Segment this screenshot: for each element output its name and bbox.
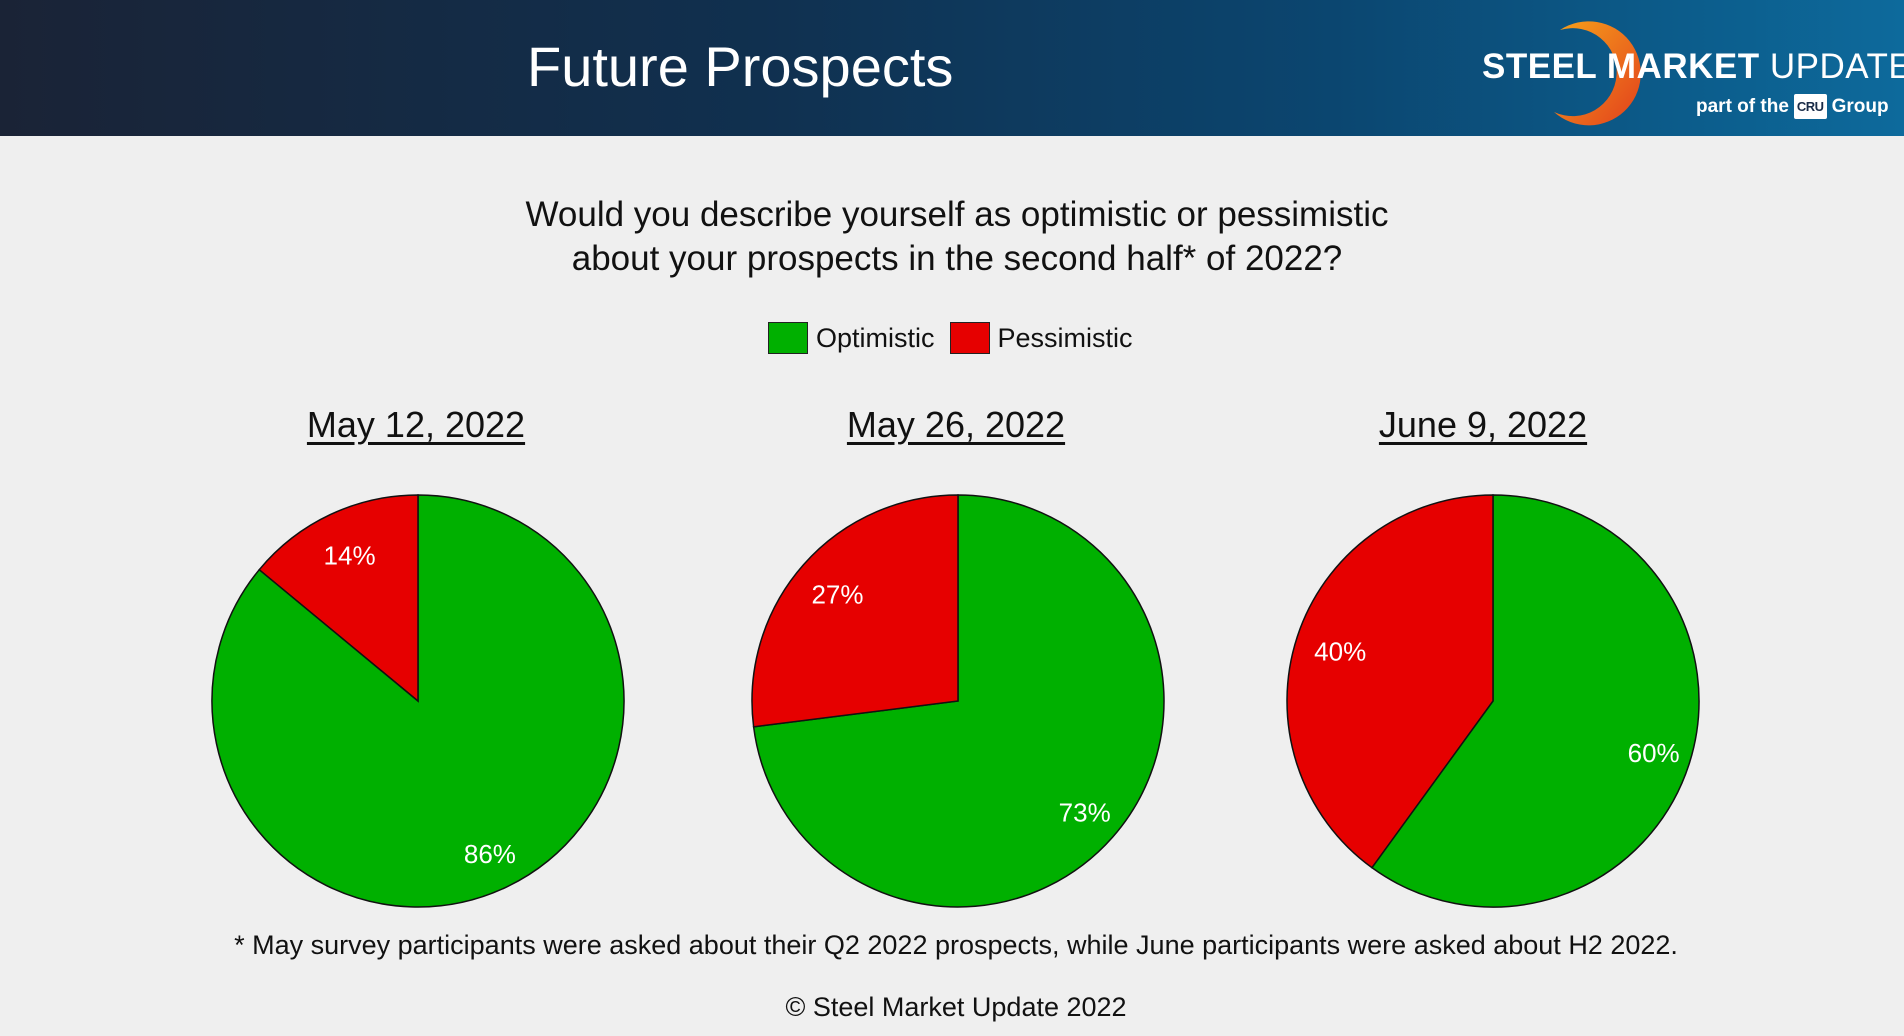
brand-sub-post: Group bbox=[1831, 95, 1889, 117]
legend-item-pessimistic: Pessimistic bbox=[949, 322, 1133, 354]
brand-arc-logo-icon bbox=[1554, 21, 1641, 126]
pie-2-slice-optimistic bbox=[752, 494, 1165, 908]
pie-1-slice-pessimistic bbox=[258, 494, 419, 703]
pie-1-label-pessimistic: 14% bbox=[324, 541, 376, 571]
pie-title-2: May 26, 2022 bbox=[846, 404, 1066, 445]
question-line-2: about your prospects in the second half*… bbox=[571, 239, 1343, 278]
brand-sub-pre: part of the bbox=[1696, 95, 1789, 117]
chart-legend: Optimistic Pessimistic bbox=[768, 322, 1148, 354]
survey-question: Would you describe yourself as optimisti… bbox=[0, 193, 1904, 281]
pie-1-slice-optimistic bbox=[211, 494, 625, 908]
header-banner: Future Prospects STEEL MARKET UPDATE par… bbox=[0, 0, 1904, 136]
pie-2-label-optimistic: 73% bbox=[1059, 798, 1111, 828]
copyright: © Steel Market Update 2022 bbox=[785, 992, 1127, 1022]
legend-item-optimistic: Optimistic bbox=[768, 322, 935, 354]
pie-3-slice-pessimistic bbox=[1286, 494, 1494, 869]
brand-name-rest: UPDATE bbox=[1769, 47, 1904, 86]
legend-label-optimistic: Optimistic bbox=[816, 322, 935, 353]
pie-3-label-optimistic: 60% bbox=[1628, 738, 1680, 768]
legend-swatch-pessimistic bbox=[949, 322, 990, 354]
pie-title-1: May 12, 2022 bbox=[306, 404, 526, 445]
legend-label-pessimistic: Pessimistic bbox=[997, 322, 1133, 353]
pie-1-label-optimistic: 86% bbox=[464, 839, 516, 869]
brand-name: STEEL MARKET UPDATE bbox=[1482, 47, 1904, 87]
brand-subtitle: part of the CRU Group bbox=[1696, 94, 1889, 119]
page-title: Future Prospects bbox=[527, 35, 954, 98]
pie-2-label-pessimistic: 27% bbox=[811, 580, 863, 610]
footnote: * May survey participants were asked abo… bbox=[234, 930, 1678, 960]
pie-title-3: June 9, 2022 bbox=[1378, 404, 1588, 445]
pie-2-slice-pessimistic bbox=[751, 494, 959, 728]
brand-name-bold: STEEL MARKET bbox=[1482, 47, 1760, 86]
pie-3-label-pessimistic: 40% bbox=[1314, 636, 1366, 666]
pie-3-slice-optimistic bbox=[1370, 494, 1700, 908]
cru-logo: CRU bbox=[1793, 94, 1827, 119]
question-line-1: Would you describe yourself as optimisti… bbox=[525, 195, 1389, 234]
legend-swatch-optimistic bbox=[768, 322, 808, 354]
